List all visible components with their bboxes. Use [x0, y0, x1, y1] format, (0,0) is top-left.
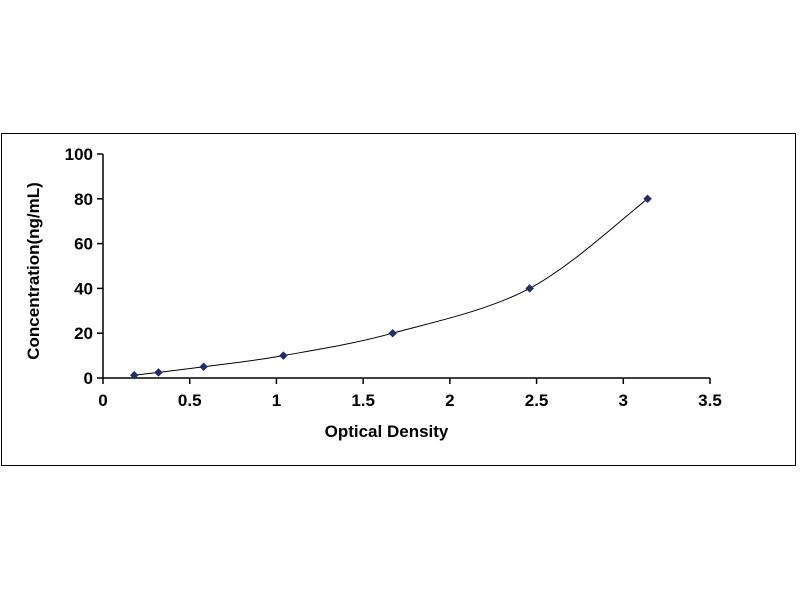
- data-point-marker: [388, 328, 397, 338]
- data-point-marker: [154, 368, 163, 377]
- data-point-marker: [525, 284, 534, 293]
- y-axis-title: Concentration(ng/mL): [24, 182, 43, 360]
- y-tick-label: 0: [84, 369, 93, 388]
- data-point-marker: [279, 351, 288, 360]
- series-curve-layer: [134, 198, 648, 376]
- y-tick-label: 100: [65, 145, 93, 164]
- chart-area: 0 20 40 60 80 100 0 0.5 1 1.5 2 2.5 3 3.5 Optical Den…: [1, 133, 796, 466]
- y-tick-label: 60: [74, 235, 93, 254]
- data-point-marker: [199, 362, 208, 372]
- axes: 0 20 40 60 80 100 0 0.5 1 1.5 2 2.5 3 3.5: [65, 145, 722, 410]
- x-tick-label: 2: [445, 391, 454, 410]
- y-tick-label: 20: [74, 324, 93, 343]
- chart-svg: 0 20 40 60 80 100 0 0.5 1 1.5 2 2.5 3 3.5 Optical Den…: [24, 145, 722, 441]
- data-point-marker: [129, 370, 139, 380]
- x-tick-label: 1.5: [351, 391, 375, 410]
- x-tick-label: 1: [272, 391, 281, 410]
- data-points-layer: [129, 194, 652, 380]
- y-tick-label: 80: [74, 190, 93, 209]
- x-tick-label: 3: [619, 391, 628, 410]
- x-axis-title: Optical Density: [325, 422, 449, 441]
- data-point-marker: [643, 194, 652, 204]
- series-fit-curve: [134, 198, 648, 376]
- x-tick-label: 0.5: [178, 391, 202, 410]
- y-tick-label: 40: [74, 279, 93, 298]
- x-tick-label: 3.5: [698, 391, 722, 410]
- x-tick-label: 0: [98, 391, 107, 410]
- x-tick-label: 2.5: [525, 391, 549, 410]
